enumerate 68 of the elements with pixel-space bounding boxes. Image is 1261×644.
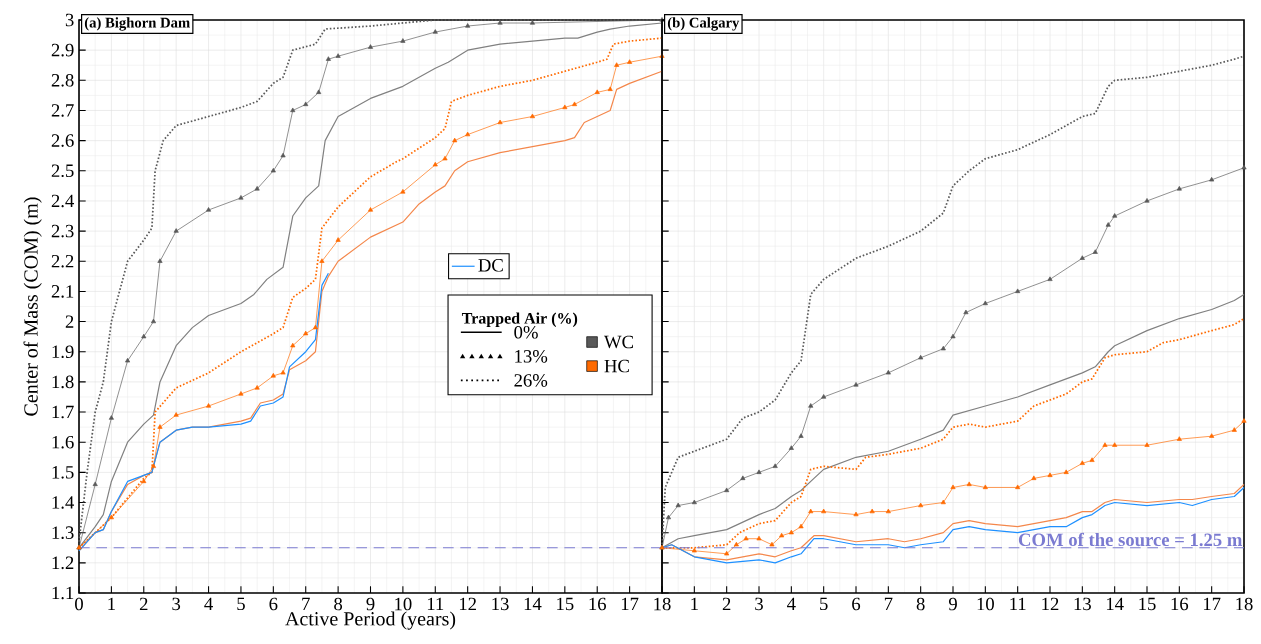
annotation: 0% xyxy=(514,325,538,339)
y-tick-label: 1.9 xyxy=(52,345,74,359)
x-tick-label: 11 xyxy=(1010,597,1026,611)
x-tick-label: 7 xyxy=(884,597,893,610)
y-axis-title: Center of Mass (COM) (m) xyxy=(23,197,42,416)
y-tick-label: 2.8 xyxy=(51,73,74,87)
y-tick-label: 1.5 xyxy=(52,466,74,479)
x-tick-label: 17 xyxy=(1203,597,1221,611)
y-tick-label: 1.6 xyxy=(52,435,74,449)
y-tick-label: 2.7 xyxy=(51,104,74,117)
x-tick-label: 4 xyxy=(787,597,796,610)
ref-line-label: COM of the source = 1.25 m xyxy=(1018,532,1243,547)
y-tick-label: 2.6 xyxy=(51,134,74,147)
x-tick-label: 1 xyxy=(691,597,698,611)
x-tick-label: 16 xyxy=(589,597,607,611)
x-tick-label: 15 xyxy=(1139,597,1156,611)
x-tick-label: 16 xyxy=(1171,597,1189,611)
y-tick-label: 1.1 xyxy=(52,586,74,600)
x-tick-label: 14 xyxy=(524,597,542,611)
x-tick-label: 11 xyxy=(427,597,444,611)
y-tick-label: 3 xyxy=(65,13,74,27)
annotation: WC xyxy=(603,335,634,349)
x-tick-label: 3 xyxy=(755,597,763,611)
x-axis-title: Active Period (years) xyxy=(285,611,456,630)
annotation: 13% xyxy=(515,350,548,363)
x-tick-label: 5 xyxy=(237,597,245,611)
annotation: HC xyxy=(604,359,629,373)
x-tick-label: 2 xyxy=(139,597,148,611)
x-tick-label: 13 xyxy=(1074,597,1091,611)
x-tick-label: 9 xyxy=(366,597,375,611)
y-tick-label: 1.4 xyxy=(52,496,75,509)
y-tick-label: 2.4 xyxy=(51,194,75,208)
y-tick-label: 2.2 xyxy=(51,254,74,268)
x-tick-label: 2 xyxy=(722,597,731,611)
x-tick-label: 4 xyxy=(204,597,213,610)
x-tick-label: 6 xyxy=(269,597,278,611)
x-tick-label: 12 xyxy=(459,597,476,611)
chart-title: (a) Bighorn Dam xyxy=(84,17,190,31)
y-tick-label: 1.3 xyxy=(52,526,74,539)
y-tick-label: 1.7 xyxy=(52,405,74,419)
y-tick-label: 2.3 xyxy=(51,224,74,238)
x-tick-label: 18 xyxy=(654,597,671,611)
y-tick-label: 2.5 xyxy=(51,164,74,178)
x-tick-label: 1 xyxy=(108,597,115,611)
y-tick-label: 1.2 xyxy=(52,556,74,570)
y-tick-label: 2.1 xyxy=(51,285,74,298)
x-tick-label: 8 xyxy=(334,597,343,611)
x-tick-label: 7 xyxy=(302,597,310,610)
chart-title: (b) Calgary xyxy=(667,17,740,31)
x-tick-label: 5 xyxy=(820,597,828,611)
x-tick-label: 18 xyxy=(1236,597,1253,611)
x-tick-label: 8 xyxy=(916,597,925,611)
x-tick-label: 0 xyxy=(75,597,83,611)
y-tick-label: 2 xyxy=(65,315,74,328)
y-tick-label: 2.9 xyxy=(51,43,74,57)
y-tick-label: 1.8 xyxy=(52,375,74,389)
x-tick-label: 14 xyxy=(1106,597,1124,611)
x-tick-label: 9 xyxy=(948,597,957,611)
annotation: 26% xyxy=(514,374,548,387)
x-tick-label: 6 xyxy=(852,597,861,611)
x-tick-label: 17 xyxy=(621,597,639,611)
legend-label: DC xyxy=(478,259,503,272)
x-tick-label: 15 xyxy=(557,597,574,611)
x-tick-label: 10 xyxy=(395,597,412,611)
x-tick-label: 13 xyxy=(492,597,509,611)
x-tick-label: 12 xyxy=(1042,597,1059,611)
x-tick-label: 10 xyxy=(977,597,994,611)
x-tick-label: 3 xyxy=(172,597,181,611)
